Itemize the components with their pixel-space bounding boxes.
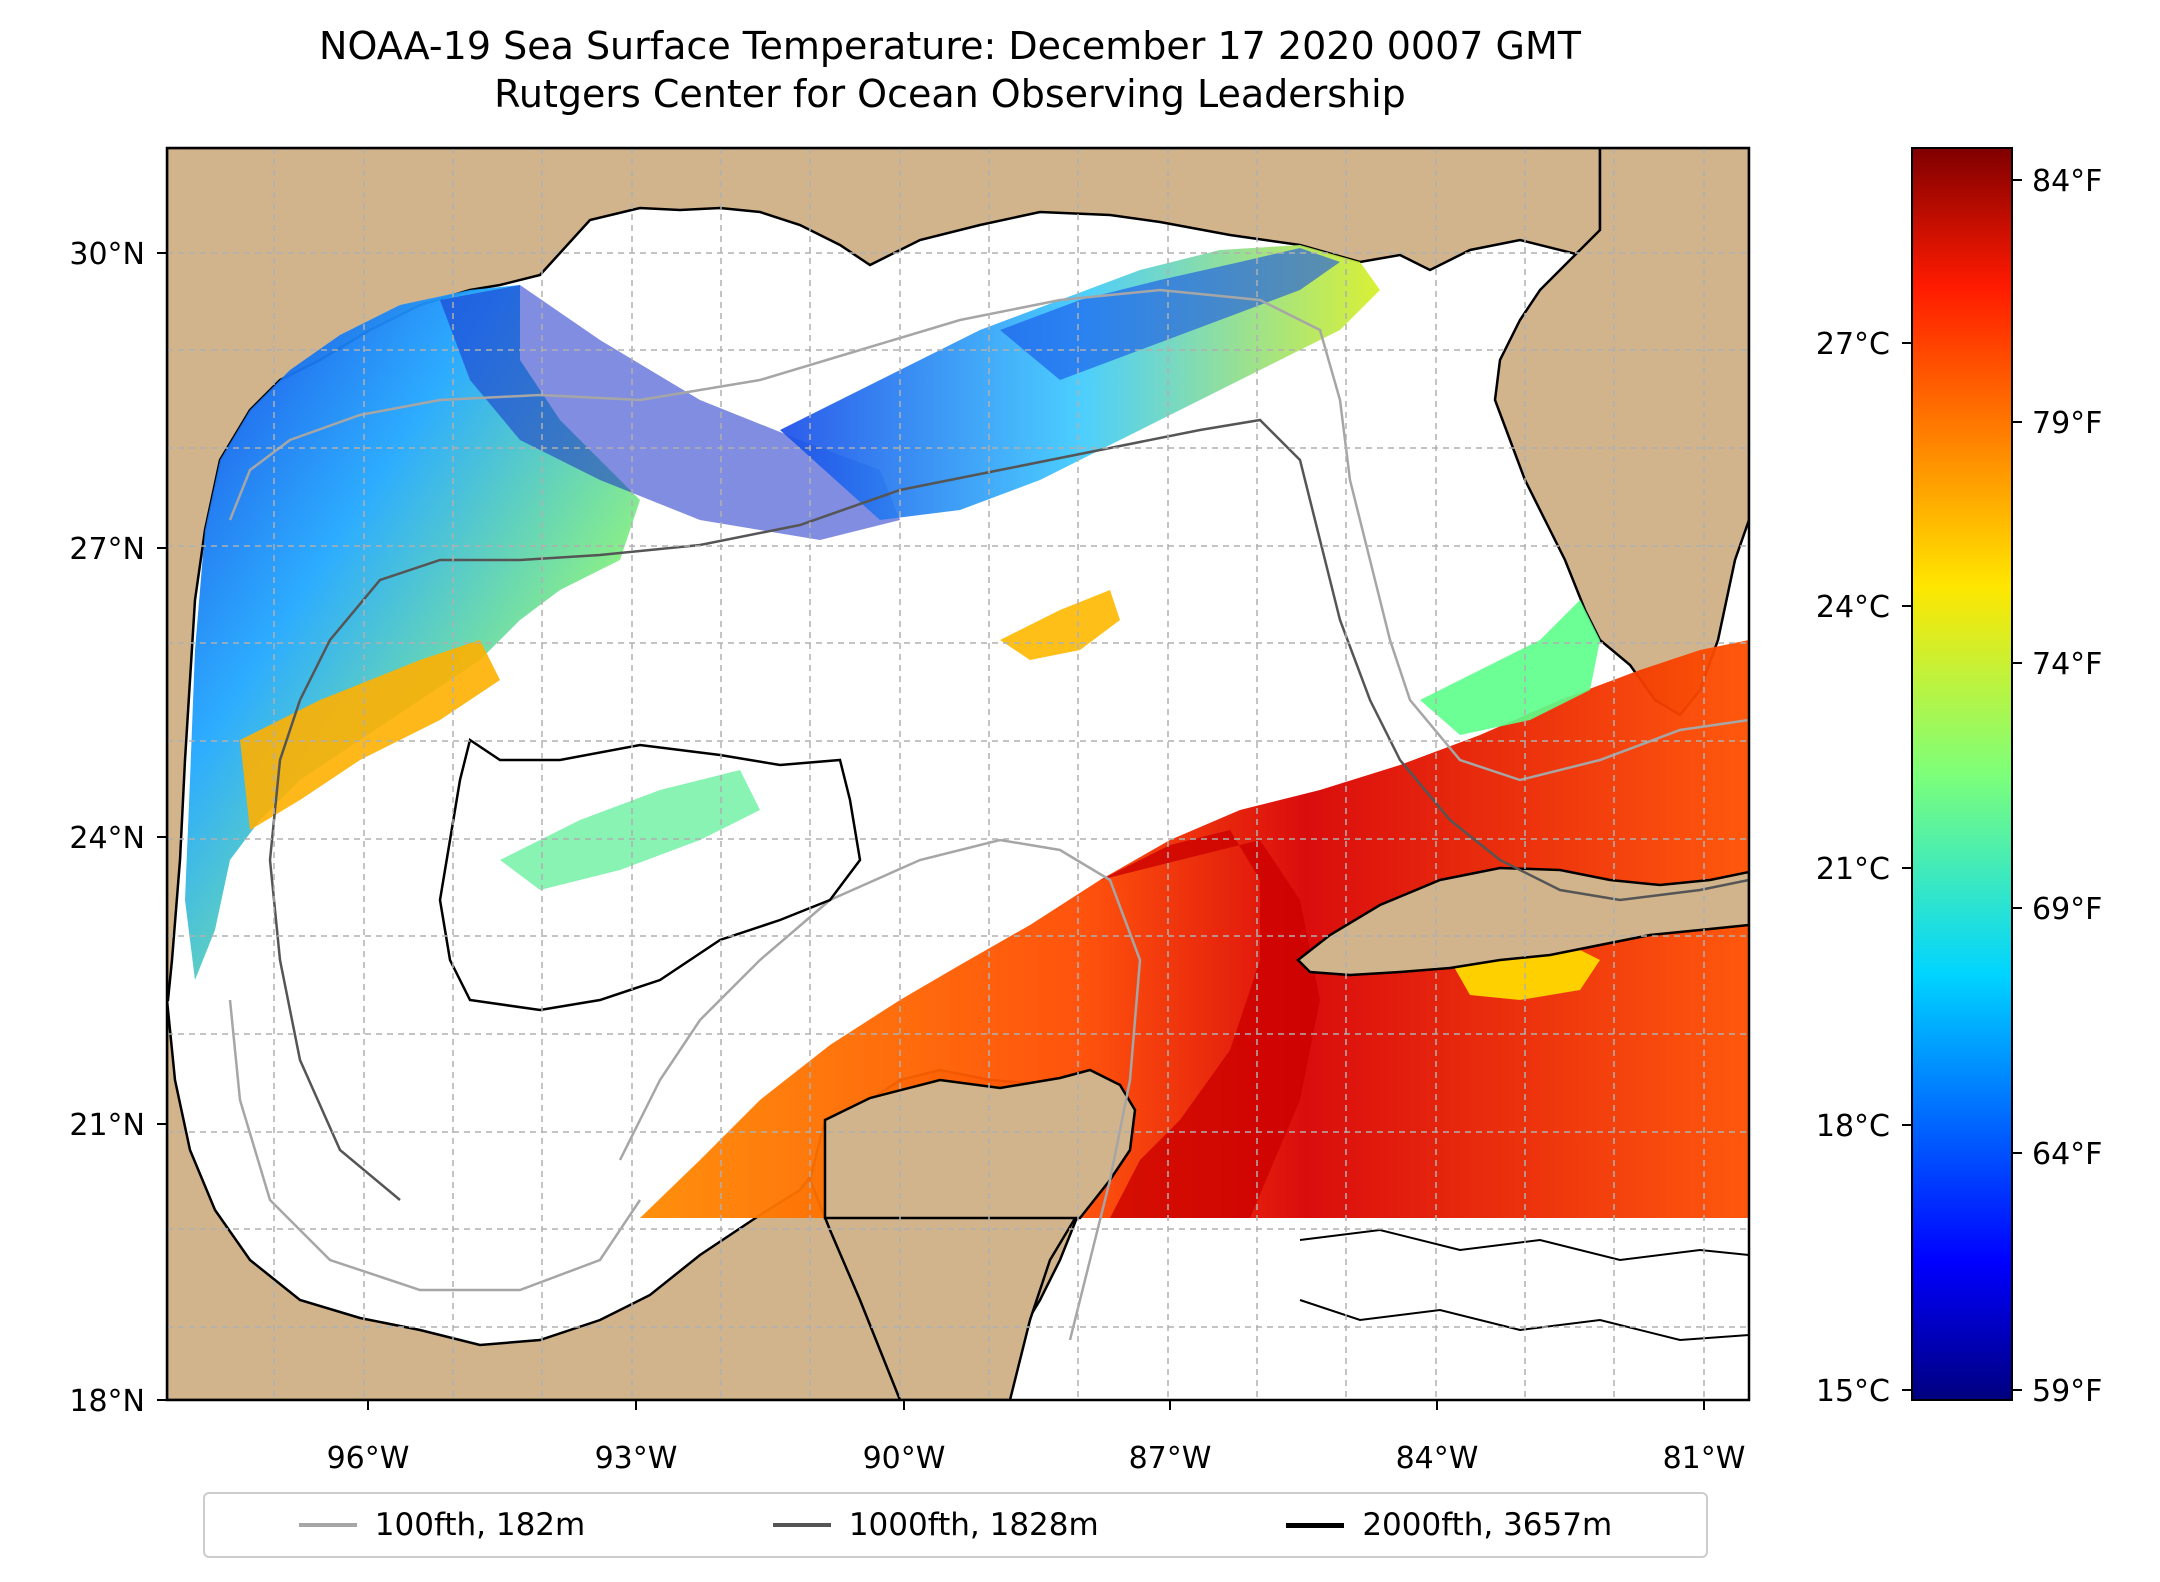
contour-100fth-south [228, 999, 642, 1292]
sst-cool-region [185, 245, 1600, 980]
title-line-2: Rutgers Center for Ocean Observing Leade… [494, 72, 1406, 116]
y-tick-18n: 18°N [69, 1384, 145, 1419]
cbar-f-69: 69°F [2032, 892, 2102, 927]
cbar-f-79: 79°F [2032, 406, 2102, 441]
legend-label-1000fth: 1000fth, 1828m [848, 1507, 1099, 1543]
chart-title: NOAA-19 Sea Surface Temperature: Decembe… [0, 22, 1900, 118]
colorbar-gradient [1911, 147, 2013, 1401]
cbar-f-84: 84°F [2032, 164, 2102, 199]
contour-2000fth-caribbean [1299, 1228, 1749, 1342]
colorbar: 15°C 18°C 21°C 24°C 27°C 59°F 64°F 69°F … [1816, 147, 2102, 1409]
cbar-c-15: 15°C [1816, 1374, 1890, 1409]
x-tick-96w: 96°W [327, 1441, 410, 1476]
legend-swatch-2000fth [1286, 1522, 1345, 1528]
legend-swatch-1000fth [772, 1523, 831, 1527]
cbar-f-59: 59°F [2032, 1374, 2102, 1409]
contour-legend: 100fth, 182m 1000fth, 1828m 2000fth, 365… [203, 1492, 1708, 1558]
land-florida [1493, 148, 1749, 717]
cbar-f-74: 74°F [2032, 647, 2102, 682]
cbar-c-18: 18°C [1816, 1109, 1890, 1144]
x-tick-93w: 93°W [595, 1441, 678, 1476]
y-tick-24n: 24°N [69, 821, 145, 856]
cbar-c-27: 27°C [1816, 327, 1890, 362]
contour-2000fth [438, 737, 862, 1012]
map-area [167, 148, 1749, 1400]
contour-100fth-yucatan [618, 838, 1142, 1341]
legend-item-100fth: 100fth, 182m [298, 1507, 586, 1543]
sst-warm-region [640, 640, 1749, 1220]
legend-item-2000fth: 2000fth, 3657m [1286, 1507, 1612, 1543]
axis-ticks [157, 252, 1705, 1410]
map-frame [165, 146, 1751, 1402]
cbar-c-24: 24°C [1816, 590, 1890, 625]
x-tick-87w: 87°W [1129, 1441, 1212, 1476]
cbar-f-64: 64°F [2032, 1137, 2102, 1172]
bathymetry-contours [228, 288, 1749, 1342]
y-tick-27n: 27°N [69, 532, 145, 567]
legend-swatch-100fth [298, 1523, 357, 1527]
legend-item-1000fth: 1000fth, 1828m [772, 1507, 1099, 1543]
x-tick-81w: 81°W [1663, 1441, 1746, 1476]
legend-label-100fth: 100fth, 182m [374, 1507, 586, 1543]
contour-1000fth-west [268, 699, 401, 1201]
cbar-c-21: 21°C [1816, 852, 1890, 887]
y-tick-21n: 21°N [69, 1108, 145, 1143]
title-line-1: NOAA-19 Sea Surface Temperature: Decembe… [319, 24, 1581, 68]
x-tick-84w: 84°W [1396, 1441, 1479, 1476]
x-tick-90w: 90°W [863, 1441, 946, 1476]
legend-label-2000fth: 2000fth, 3657m [1362, 1507, 1613, 1543]
y-tick-30n: 30°N [69, 237, 145, 272]
contour-1000fth [298, 418, 1749, 902]
land-us-mexico-north [167, 148, 1602, 1002]
contour-100fth [228, 288, 1749, 782]
